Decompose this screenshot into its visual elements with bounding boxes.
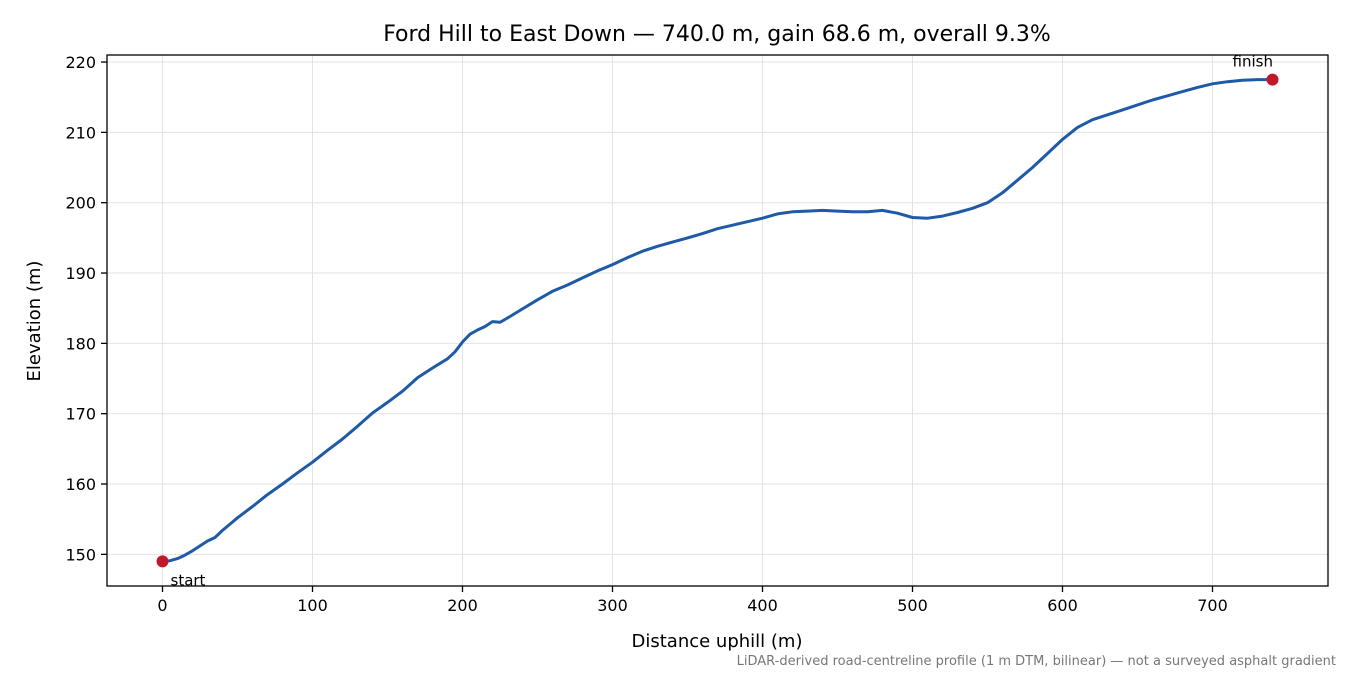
y-tick-label: 170 — [65, 405, 96, 424]
start-marker — [156, 555, 169, 568]
y-tick-label: 210 — [65, 123, 96, 142]
y-tick-label: 220 — [65, 53, 96, 72]
y-tick-label: 190 — [65, 264, 96, 283]
x-tick-label: 300 — [597, 596, 628, 615]
x-tick-label: 200 — [447, 596, 478, 615]
finish-marker — [1266, 73, 1279, 86]
elevation-profile-line — [161, 78, 1274, 563]
y-tick-label: 150 — [65, 545, 96, 564]
x-tick-label: 500 — [897, 596, 928, 615]
x-tick-label: 100 — [297, 596, 328, 615]
y-tick-label: 180 — [65, 334, 96, 353]
axis-ticks: 0 100 200 300 400 500 600 700 150 160 170 180 190 200… — [65, 53, 1227, 615]
finish-label: finish — [1233, 53, 1273, 71]
y-axis-label: Elevation (m) — [24, 261, 45, 382]
endpoint-markers: start finish — [156, 53, 1279, 589]
y-tick-label: 160 — [65, 475, 96, 494]
x-tick-label: 0 — [157, 596, 167, 615]
x-tick-label: 400 — [747, 596, 778, 615]
footnote: LiDAR-derived road-centreline profile (1… — [737, 654, 1336, 669]
y-tick-label: 200 — [65, 194, 96, 213]
grid — [107, 55, 1328, 586]
x-tick-label: 700 — [1197, 596, 1228, 615]
start-label: start — [171, 571, 206, 589]
chart-title: Ford Hill to East Down — 740.0 m, gain 6… — [383, 22, 1051, 47]
plot-frame — [106, 54, 1329, 587]
x-axis-label: Distance uphill (m) — [632, 631, 803, 652]
x-tick-label: 600 — [1047, 596, 1078, 615]
